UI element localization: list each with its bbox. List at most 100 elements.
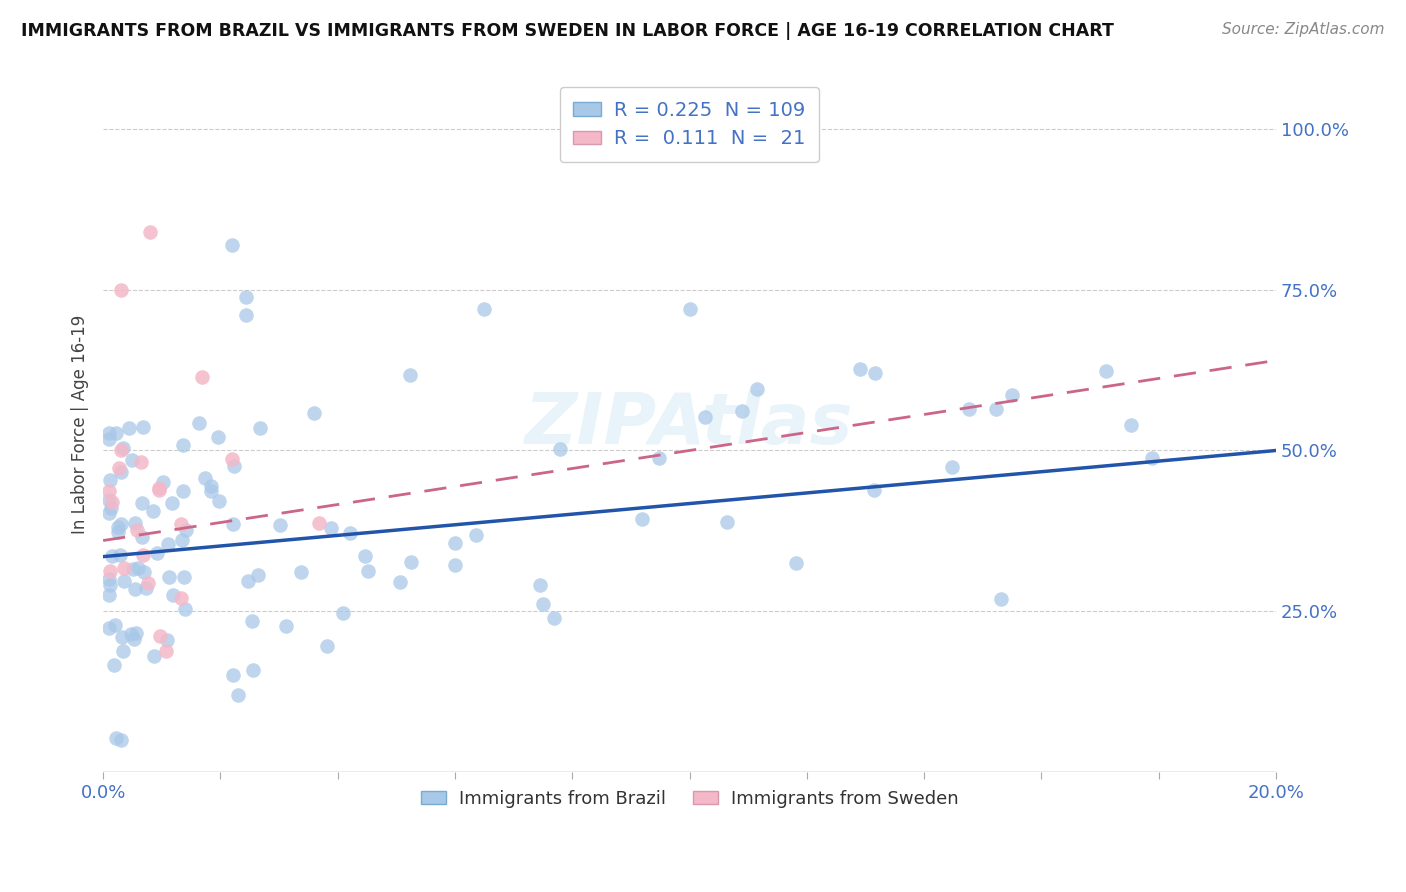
Point <box>110 283 132 297</box>
Point <box>353 549 375 564</box>
Point <box>240 614 263 628</box>
Point <box>110 465 132 479</box>
Point <box>120 627 142 641</box>
Point <box>332 606 354 620</box>
Point <box>105 731 128 745</box>
Point <box>941 459 963 474</box>
Point <box>269 517 291 532</box>
Point <box>170 517 193 532</box>
Point <box>131 455 153 469</box>
Point <box>529 578 551 592</box>
Point <box>101 495 124 509</box>
Point <box>1119 418 1142 433</box>
Point <box>131 496 153 510</box>
Point <box>132 419 155 434</box>
Point <box>124 516 146 530</box>
Point <box>148 481 170 495</box>
Point <box>207 429 229 443</box>
Point <box>127 561 149 575</box>
Point <box>290 565 312 579</box>
Point <box>111 644 134 658</box>
Point <box>957 401 980 416</box>
Point <box>242 663 264 677</box>
Point <box>98 473 121 487</box>
Y-axis label: In Labor Force | Age 16-19: In Labor Force | Age 16-19 <box>72 315 89 534</box>
Point <box>200 484 222 499</box>
Point <box>103 618 125 632</box>
Point <box>193 471 215 485</box>
Point <box>785 557 807 571</box>
Point <box>648 450 671 465</box>
Point <box>134 565 156 579</box>
Point <box>118 420 141 434</box>
Point <box>98 621 121 635</box>
Point <box>139 225 162 239</box>
Point <box>176 523 198 537</box>
Point <box>124 582 146 597</box>
Point <box>321 520 343 534</box>
Point <box>172 438 194 452</box>
Point <box>235 290 257 304</box>
Point <box>745 382 768 396</box>
Text: IMMIGRANTS FROM BRAZIL VS IMMIGRANTS FROM SWEDEN IN LABOR FORCE | AGE 16-19 CORR: IMMIGRANTS FROM BRAZIL VS IMMIGRANTS FRO… <box>21 22 1114 40</box>
Point <box>98 564 121 578</box>
Point <box>200 479 222 493</box>
Point <box>157 570 180 584</box>
Point <box>122 562 145 576</box>
Point <box>100 500 122 515</box>
Point <box>98 425 121 440</box>
Point <box>274 619 297 633</box>
Point <box>444 558 467 573</box>
Point <box>135 581 157 595</box>
Legend: Immigrants from Brazil, Immigrants from Sweden: Immigrants from Brazil, Immigrants from … <box>413 782 966 815</box>
Point <box>131 530 153 544</box>
Point <box>108 461 131 475</box>
Point <box>162 588 184 602</box>
Point <box>399 368 422 383</box>
Point <box>238 574 260 589</box>
Point <box>339 526 361 541</box>
Point <box>125 626 148 640</box>
Point <box>472 301 495 316</box>
Point <box>110 443 132 458</box>
Point <box>401 555 423 569</box>
Point <box>222 517 245 532</box>
Point <box>862 483 884 497</box>
Point <box>465 528 488 542</box>
Point <box>110 516 132 531</box>
Point <box>388 574 411 589</box>
Point <box>1140 450 1163 465</box>
Point <box>98 483 121 498</box>
Text: ZIPAtlas: ZIPAtlas <box>526 391 853 459</box>
Point <box>103 658 125 673</box>
Point <box>984 402 1007 417</box>
Point <box>98 578 121 592</box>
Point <box>173 570 195 584</box>
Point <box>149 628 172 642</box>
Point <box>110 733 132 747</box>
Point <box>716 515 738 529</box>
Point <box>221 452 243 467</box>
Point <box>187 416 209 430</box>
Point <box>678 301 700 316</box>
Point <box>121 453 143 467</box>
Point <box>308 516 330 530</box>
Point <box>107 520 129 534</box>
Point <box>101 549 124 564</box>
Point <box>221 237 243 252</box>
Point <box>156 537 179 551</box>
Point <box>170 533 193 548</box>
Point <box>693 410 716 425</box>
Point <box>156 633 179 648</box>
Point <box>849 361 872 376</box>
Point <box>127 523 149 537</box>
Point <box>249 420 271 434</box>
Point <box>145 546 167 560</box>
Point <box>531 597 554 611</box>
Point <box>174 601 197 615</box>
Point <box>132 548 155 562</box>
Point <box>630 512 652 526</box>
Point <box>98 588 121 602</box>
Point <box>170 591 193 605</box>
Point <box>98 432 121 446</box>
